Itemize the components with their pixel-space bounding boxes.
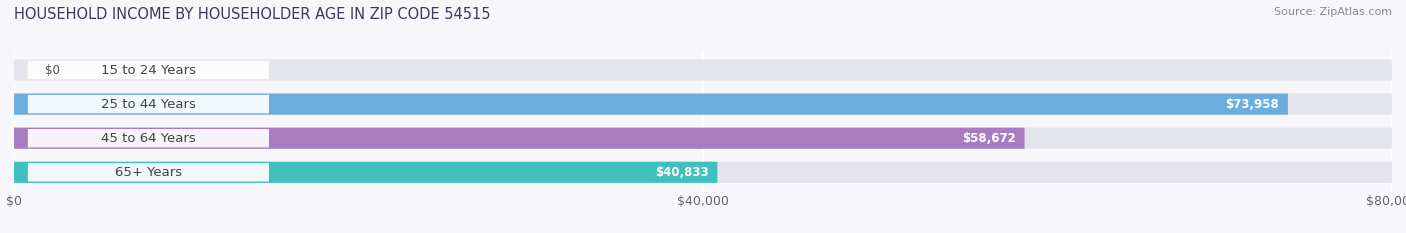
Text: $58,672: $58,672 bbox=[962, 132, 1017, 145]
FancyBboxPatch shape bbox=[14, 162, 1392, 183]
Text: Source: ZipAtlas.com: Source: ZipAtlas.com bbox=[1274, 7, 1392, 17]
Text: $0: $0 bbox=[45, 64, 60, 76]
FancyBboxPatch shape bbox=[28, 61, 269, 79]
FancyBboxPatch shape bbox=[14, 93, 1392, 115]
Text: $40,833: $40,833 bbox=[655, 166, 709, 179]
FancyBboxPatch shape bbox=[14, 162, 717, 183]
FancyBboxPatch shape bbox=[28, 163, 269, 182]
FancyBboxPatch shape bbox=[28, 95, 269, 113]
FancyBboxPatch shape bbox=[14, 128, 1392, 149]
Text: 25 to 44 Years: 25 to 44 Years bbox=[101, 98, 195, 111]
Text: 15 to 24 Years: 15 to 24 Years bbox=[101, 64, 195, 76]
FancyBboxPatch shape bbox=[14, 93, 1288, 115]
Text: 45 to 64 Years: 45 to 64 Years bbox=[101, 132, 195, 145]
Text: $73,958: $73,958 bbox=[1226, 98, 1279, 111]
FancyBboxPatch shape bbox=[14, 128, 1025, 149]
FancyBboxPatch shape bbox=[28, 129, 269, 147]
Text: 65+ Years: 65+ Years bbox=[115, 166, 181, 179]
FancyBboxPatch shape bbox=[14, 59, 1392, 81]
Text: HOUSEHOLD INCOME BY HOUSEHOLDER AGE IN ZIP CODE 54515: HOUSEHOLD INCOME BY HOUSEHOLDER AGE IN Z… bbox=[14, 7, 491, 22]
